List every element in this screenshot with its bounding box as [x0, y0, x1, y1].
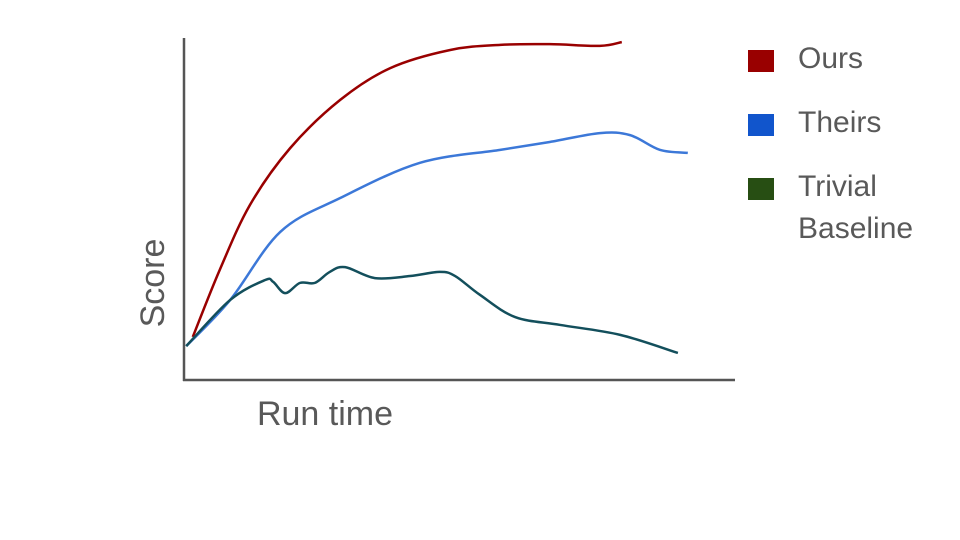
legend-swatch	[748, 50, 774, 72]
legend-label: Ours	[798, 42, 864, 75]
legend-item: Theirs	[746, 102, 946, 144]
y-axis-label: Score	[134, 239, 172, 328]
legend-swatch	[748, 178, 774, 200]
series-line	[185, 265, 679, 355]
series-line	[185, 131, 688, 348]
legend-label: Theirs	[798, 106, 882, 139]
x-axis-label: Run time	[257, 395, 393, 433]
series-line	[191, 40, 623, 338]
legend: Ours Theirs Trivial Baseline	[746, 38, 946, 272]
legend-label: Trivial Baseline	[798, 170, 914, 245]
legend-swatch	[748, 114, 774, 136]
legend-item: Ours	[746, 38, 946, 80]
legend-item: Trivial Baseline	[746, 166, 946, 250]
